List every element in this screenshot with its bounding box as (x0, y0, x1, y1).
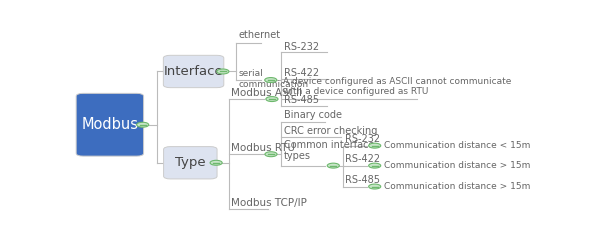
Circle shape (210, 160, 222, 165)
Text: A device configured as ASCII cannot communicate
with a device configured as RTU: A device configured as ASCII cannot comm… (283, 77, 511, 96)
Text: Modbus RTU: Modbus RTU (232, 143, 295, 153)
Circle shape (368, 143, 381, 148)
Circle shape (265, 78, 277, 82)
Text: ethernet: ethernet (238, 30, 280, 40)
Text: RS-422: RS-422 (346, 154, 380, 164)
Text: Type: Type (175, 156, 206, 169)
Circle shape (368, 184, 381, 189)
Text: CRC error checking: CRC error checking (284, 125, 377, 136)
Circle shape (368, 163, 381, 168)
Text: RS-232: RS-232 (284, 41, 319, 52)
Text: Interface: Interface (164, 65, 223, 78)
Text: Modbus TCP/IP: Modbus TCP/IP (232, 198, 307, 208)
Circle shape (217, 69, 229, 74)
Text: Binary code: Binary code (284, 110, 342, 120)
Text: Communication distance > 15m: Communication distance > 15m (385, 182, 531, 191)
Text: Modbus: Modbus (82, 117, 139, 132)
Circle shape (327, 163, 340, 168)
Circle shape (266, 97, 278, 102)
Text: Communication distance > 15m: Communication distance > 15m (385, 161, 531, 170)
Text: serial
communication: serial communication (238, 69, 308, 89)
Text: Common interface
types: Common interface types (284, 140, 374, 162)
FancyBboxPatch shape (164, 147, 217, 179)
Circle shape (265, 152, 277, 157)
Text: RS-485: RS-485 (284, 95, 319, 105)
FancyBboxPatch shape (163, 55, 224, 88)
FancyBboxPatch shape (76, 93, 143, 156)
Circle shape (137, 122, 149, 127)
Text: Communication distance < 15m: Communication distance < 15m (385, 141, 531, 150)
Text: RS-422: RS-422 (284, 68, 319, 78)
Text: RS-485: RS-485 (346, 175, 380, 185)
Text: RS-232: RS-232 (346, 134, 380, 144)
Text: Modbus ASCII: Modbus ASCII (232, 87, 302, 98)
